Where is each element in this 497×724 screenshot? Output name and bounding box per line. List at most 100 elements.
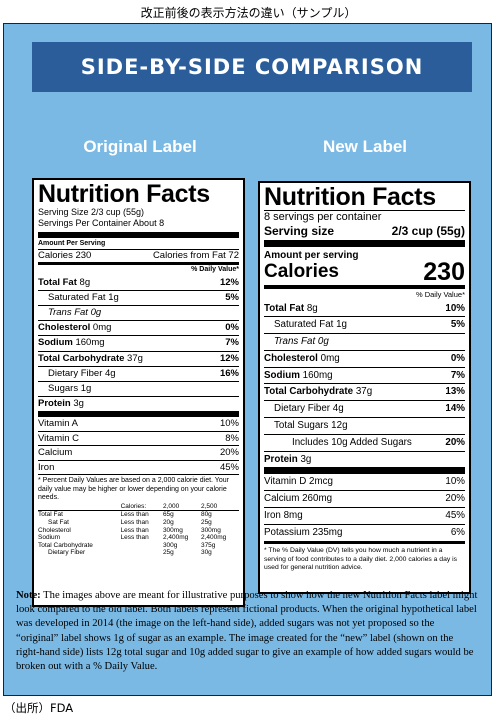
dv-table-cell: 25g [162, 549, 174, 557]
nutrient-dv: 12% [219, 352, 239, 364]
dv-table-row: Total Carbohydrate 300g 375g [38, 542, 239, 550]
new-amount-per: Amount per serving [264, 250, 359, 261]
nutrient-row: Total Carbohydrate 37g 13% [264, 383, 465, 400]
vitamin-row: Vitamin C 8% [38, 430, 239, 446]
new-footnote: * The % Daily Value (DV) tells you how m… [264, 547, 458, 572]
new-vitamin-list: Vitamin D 2mcg 10% Calcium 260mg 20% Iron 8m… [264, 474, 465, 541]
new-nutrition-label: Nutrition Facts 8 servings per container… [258, 181, 471, 594]
nutrient-row: Protein 3g [264, 450, 465, 468]
vitamin-label: Iron 8mg [264, 510, 303, 522]
nutrient-row: Saturated Fat 1g 5% [264, 316, 465, 333]
new-dv-header: % Daily Value* [415, 290, 465, 299]
nutrient-name: Protein [264, 453, 298, 465]
dv-table-cell: 2,400mg [200, 534, 227, 542]
nutrient-dv: 12% [219, 276, 239, 288]
dv-table-row: Sat Fat Less than 20g 25g [38, 519, 239, 527]
original-dv-header: % Daily Value* [191, 266, 239, 273]
nutrient-label: Trans Fat 0g [264, 334, 329, 350]
nutrient-label: Dietary Fiber 4g [264, 401, 344, 417]
vitamin-dv: 8% [225, 432, 239, 444]
vitamin-label: Vitamin D 2mcg [264, 476, 333, 488]
nutrient-label: Cholesterol 0mg [38, 321, 111, 335]
nutrient-label: Protein 3g [38, 397, 84, 411]
nutrient-name: Dietary Fiber 4g [274, 403, 344, 415]
nutrient-row: Total Carbohydrate 37g 12% [38, 350, 239, 366]
original-vitamin-list: Vitamin A 10% Vitamin C 8% Calcium 20% Iron 45% [38, 417, 239, 474]
nutrient-label: Total Sugars 12g [264, 418, 348, 434]
nutrient-name: Sodium [264, 369, 300, 381]
vitamin-dv: 45% [445, 510, 465, 522]
nutrient-dv: 20% [445, 436, 465, 448]
dv-table-cell: Total Fat [38, 511, 63, 519]
nutrient-row: Dietary Fiber 4g 14% [264, 400, 465, 417]
nutrient-row: Includes 10g Added Sugars 20% [264, 433, 465, 451]
new-title: Nutrition Facts [264, 183, 436, 211]
dv-table-cell: Sat Fat [48, 519, 69, 527]
vitamin-label: Iron [38, 461, 55, 473]
dv-table-cell: 300g [162, 541, 178, 549]
dv-table-cell: 300mg [200, 526, 221, 534]
nutrient-row: Protein 3g [38, 396, 239, 411]
nutrient-label: Sugars 1g [38, 382, 91, 396]
new-servings-per: 8 servings per container [264, 211, 382, 223]
original-nutrient-list: Total Fat 8g 12% Saturated Fat 1g 5% Trans F… [38, 276, 239, 412]
vitamin-row: Calcium 20% [38, 445, 239, 460]
dv-table-row: Total Fat Less than 65g 80g [38, 510, 239, 519]
nutrient-name: Cholesterol [264, 352, 318, 364]
vitamin-dv: 20% [219, 447, 239, 459]
nutrient-dv: 10% [445, 302, 465, 314]
original-serving-size: Serving Size 2/3 cup (55g) [38, 207, 145, 217]
nutrient-name: Cholesterol [38, 322, 91, 334]
nutrient-name: Total Sugars 12g [274, 420, 348, 432]
nutrient-dv: 7% [225, 337, 239, 349]
vitamin-dv: 10% [445, 476, 465, 488]
dv-table-cell: 80g [200, 511, 212, 519]
nutrient-dv: 14% [445, 403, 465, 415]
new-calories-value: 230 [423, 258, 465, 286]
original-footnote: * Percent Daily Values are based on a 2,… [38, 477, 229, 502]
dv-table-cell: 300mg [162, 526, 183, 534]
nutrient-row: Total Fat 8g 10% [264, 301, 465, 317]
dv-table-cell: 30g [200, 549, 212, 557]
new-serving-size-value: 2/3 cup (55g) [391, 224, 465, 238]
nutrient-amount: 160mg [302, 369, 333, 381]
dv-table-cell: Cholesterol [38, 526, 71, 534]
nutrient-name: Total Carbohydrate [38, 352, 125, 364]
nutrient-amount: 3g [73, 398, 84, 410]
nutrient-row: Sodium 160mg 7% [264, 366, 465, 384]
nutrient-row: Cholesterol 0mg 0% [264, 349, 465, 367]
nutrient-dv: 16% [219, 367, 239, 379]
vitamin-label: Calcium [38, 447, 73, 459]
dv-table-cell: 65g [162, 511, 174, 519]
nutrient-dv: 0% [450, 352, 465, 364]
vitamin-row: Vitamin A 10% [38, 417, 239, 431]
dv-table-cell: Less than [120, 511, 149, 519]
dv-table-head-cell [38, 503, 121, 511]
new-label-heading: New Label [322, 137, 408, 156]
nutrient-label: Total Carbohydrate 37g [38, 352, 143, 366]
nutrient-amount: 37g [355, 386, 373, 398]
nutrient-label: Dietary Fiber 4g [38, 367, 116, 381]
nutrient-label: Trans Fat 0g [38, 306, 101, 320]
dv-table-cell: Less than [120, 519, 149, 527]
nutrient-dv: 13% [445, 386, 465, 398]
vitamin-row: Vitamin D 2mcg 10% [264, 474, 465, 490]
dv-table-head-cell: 2,000 [162, 502, 180, 510]
nutrient-name: Trans Fat 0g [274, 336, 329, 348]
nutrient-label: Includes 10g Added Sugars [264, 435, 412, 451]
original-nutrition-label: Nutrition Facts Serving Size 2/3 cup (55… [32, 178, 245, 607]
note-text: The images above are meant for illustrat… [16, 590, 478, 673]
vitamin-dv: 20% [445, 493, 465, 505]
nutrient-label: Saturated Fat 1g [264, 317, 347, 333]
dv-table-cell [121, 549, 163, 557]
dv-table-cell: 375g [200, 541, 216, 549]
dv-table-cell: 2,400mg [162, 534, 189, 542]
nutrient-row: Total Sugars 12g [264, 417, 465, 434]
nutrient-row: Trans Fat 0g [264, 333, 465, 350]
nutrient-name: Includes 10g Added Sugars [292, 436, 412, 448]
dv-table-cell: 20g [162, 519, 174, 527]
nutrient-name: Total Fat [38, 276, 77, 288]
vitamin-label: Vitamin C [38, 432, 80, 444]
nutrient-label: Sodium 160mg [264, 368, 333, 384]
nutrient-name: Trans Fat 0g [48, 306, 102, 318]
